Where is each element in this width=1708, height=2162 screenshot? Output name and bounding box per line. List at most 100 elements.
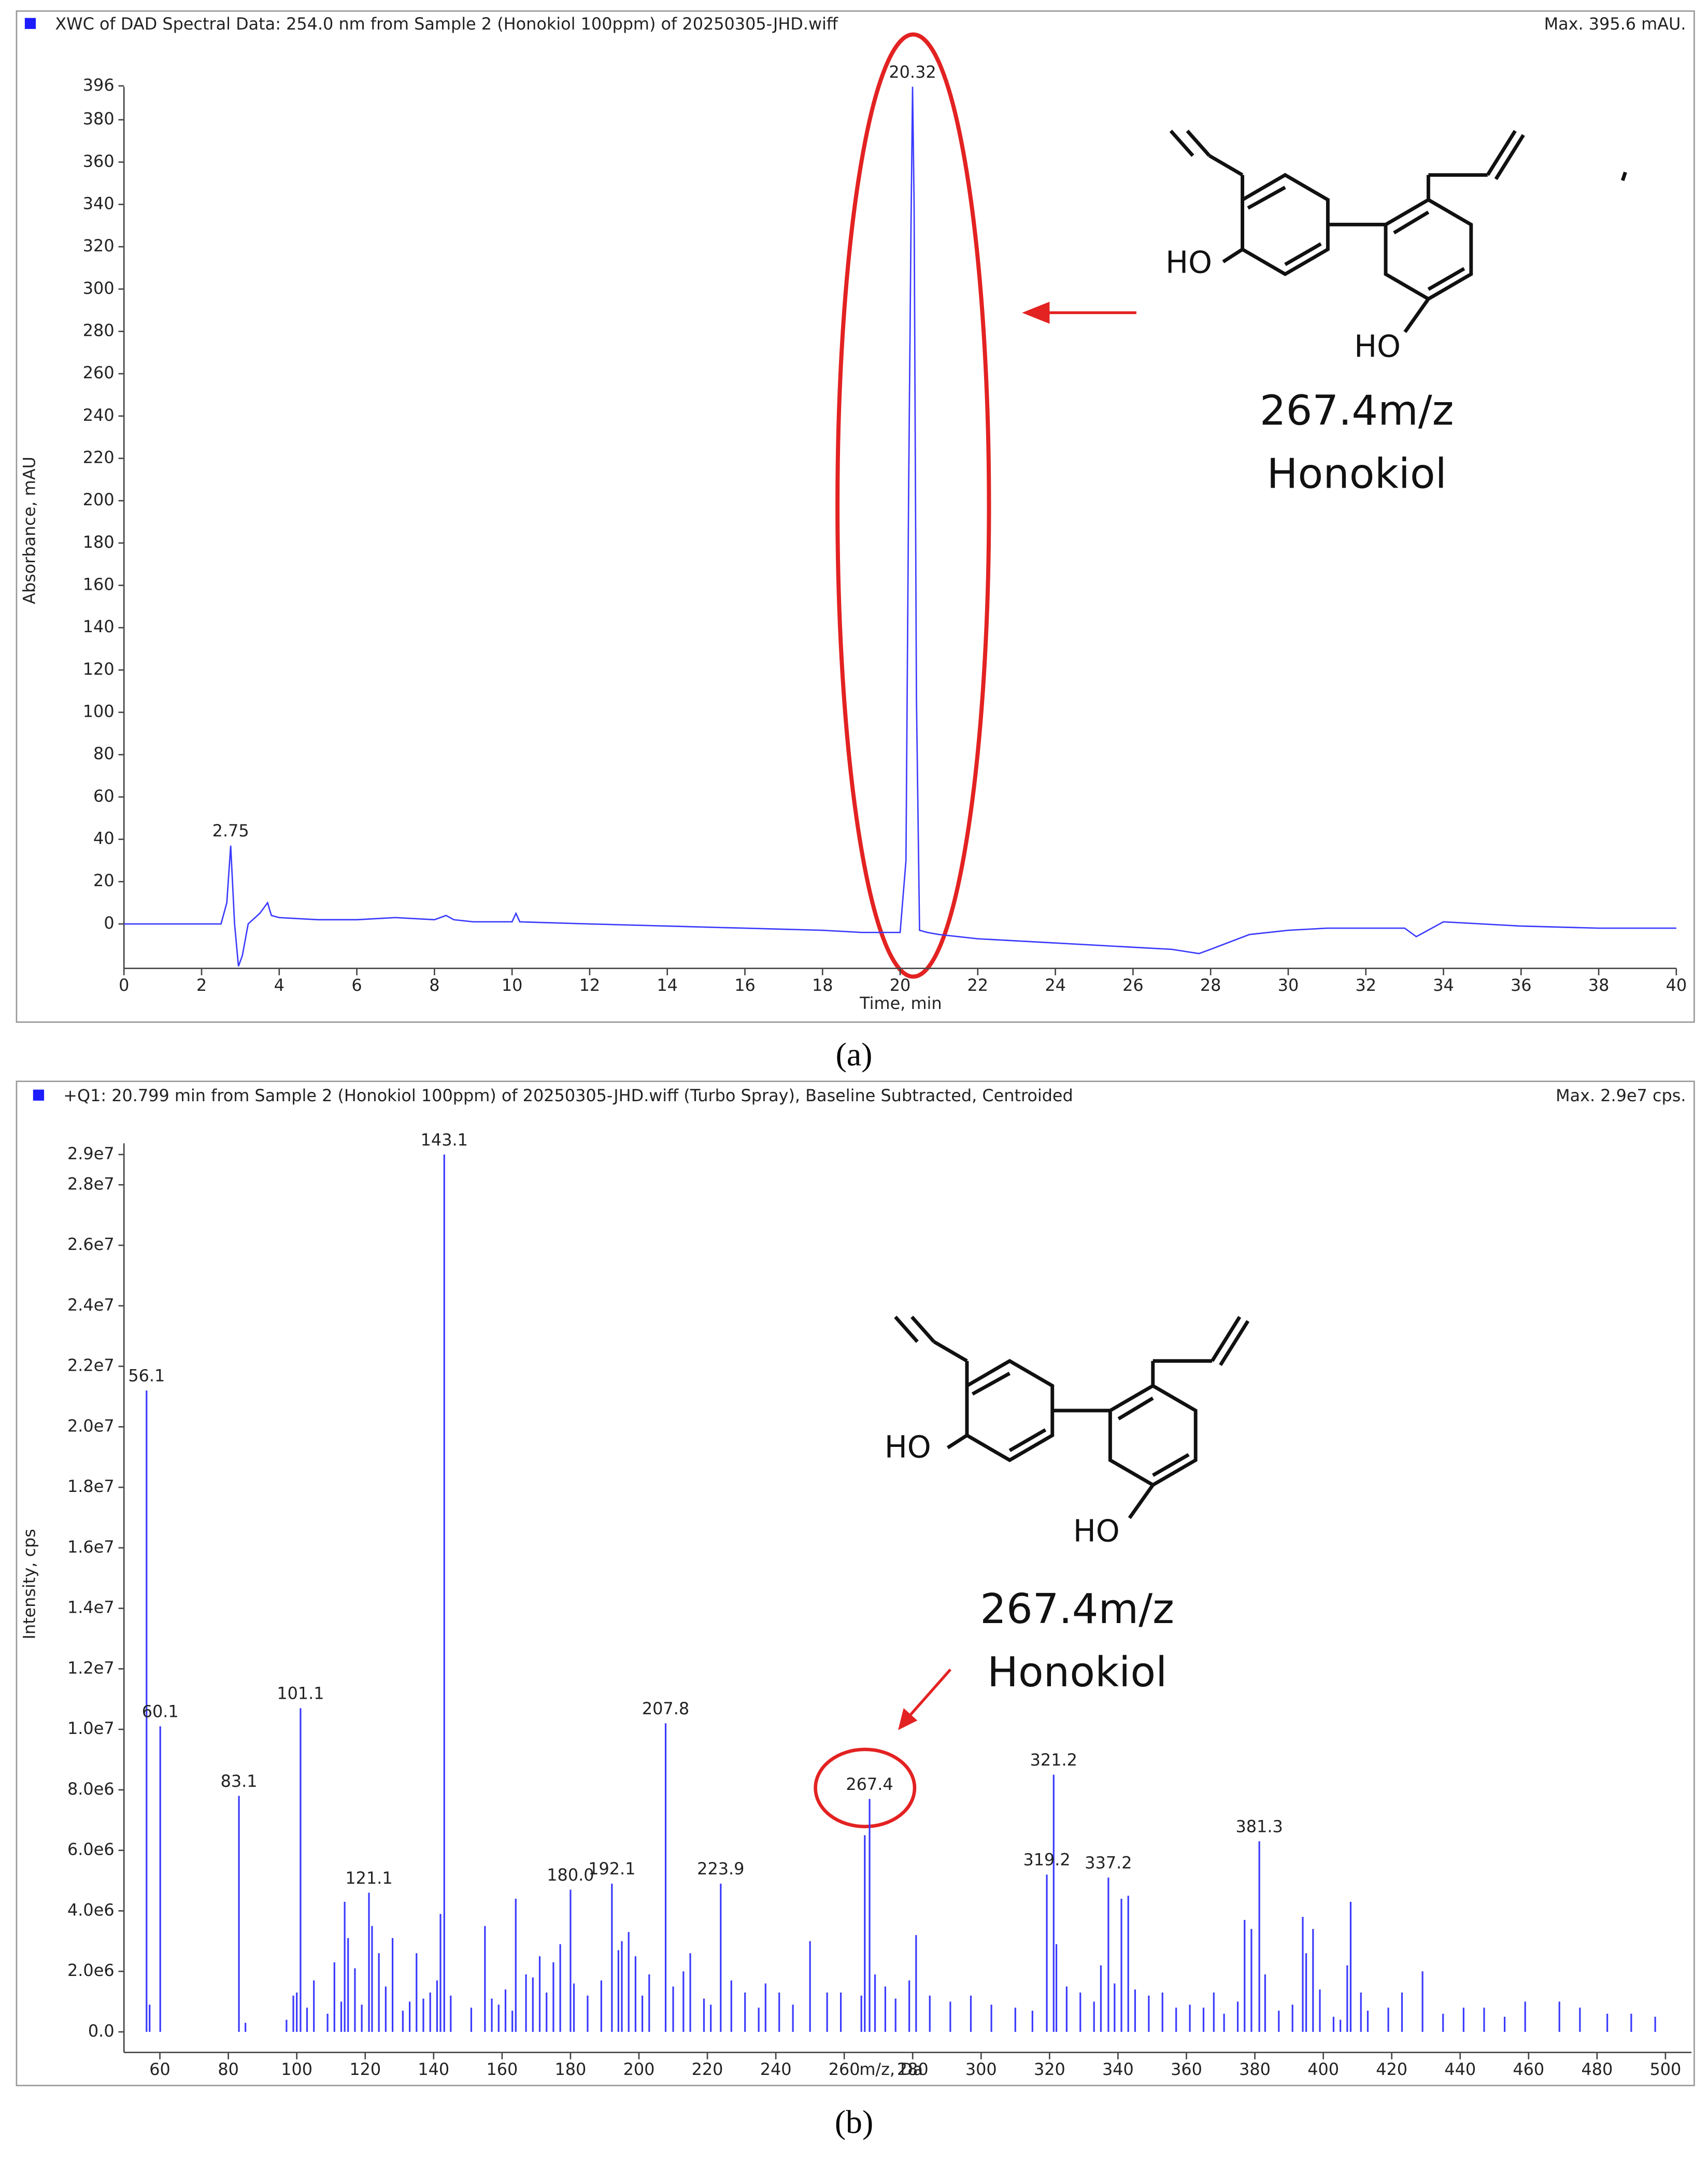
x-tick-label: 460 bbox=[1513, 2059, 1544, 2079]
panel-label: (a) bbox=[836, 1036, 873, 1073]
x-tick-label: 8 bbox=[429, 975, 439, 995]
x-tick-label: 180 bbox=[555, 2059, 587, 2079]
y-tick-label: 200 bbox=[83, 490, 115, 509]
y-axis-label: Intensity, cps bbox=[19, 1529, 39, 1639]
x-tick-label: 340 bbox=[1102, 2059, 1134, 2079]
arrow bbox=[908, 1668, 952, 1717]
y-tick-label: 4.0e6 bbox=[67, 1900, 115, 1919]
chromatogram-line bbox=[124, 87, 1676, 967]
x-tick-label: 60 bbox=[149, 2059, 170, 2079]
max-label: Max. 2.9e7 cps. bbox=[1556, 1086, 1686, 1105]
y-tick-label: 120 bbox=[83, 659, 115, 679]
y-tick-label: 140 bbox=[83, 617, 115, 636]
y-tick-label: 180 bbox=[83, 532, 115, 552]
y-tick-label: 396 bbox=[83, 75, 115, 95]
x-tick-label: 28 bbox=[1200, 975, 1221, 995]
peak-label: 223.9 bbox=[697, 1859, 744, 1879]
y-tick-label: 260 bbox=[83, 363, 115, 382]
highlight-ellipse bbox=[835, 32, 991, 979]
y-tick-label: 20 bbox=[93, 871, 115, 890]
y-tick-label: 6.0e6 bbox=[67, 1840, 115, 1859]
peak-label: 319.2 bbox=[1023, 1850, 1070, 1870]
y-tick-label: 2.2e7 bbox=[67, 1356, 115, 1375]
x-tick-label: 20 bbox=[890, 975, 911, 995]
x-tick-label: 32 bbox=[1355, 975, 1376, 995]
peak-label: 180.0 bbox=[547, 1865, 594, 1885]
x-tick-label: 420 bbox=[1376, 2059, 1407, 2079]
window-icon bbox=[24, 18, 36, 29]
y-tick-label: 2.0e7 bbox=[67, 1416, 115, 1435]
x-axis-label: Time, min bbox=[859, 993, 942, 1013]
x-tick-label: 320 bbox=[1034, 2059, 1065, 2079]
y-tick-label: 2.6e7 bbox=[67, 1234, 115, 1254]
x-tick-label: 40 bbox=[1666, 975, 1687, 995]
y-tick-label: 220 bbox=[83, 448, 115, 467]
x-tick-label: 38 bbox=[1588, 975, 1610, 995]
x-tick-label: 280 bbox=[897, 2059, 929, 2079]
x-tick-label: 300 bbox=[965, 2059, 997, 2079]
y-tick-label: 2.8e7 bbox=[67, 1174, 115, 1193]
x-tick-label: 22 bbox=[967, 975, 989, 995]
x-tick-label: 36 bbox=[1511, 975, 1532, 995]
peak-label: 56.1 bbox=[128, 1366, 165, 1386]
chart-title: +Q1: 20.799 min from Sample 2 (Honokiol … bbox=[63, 1086, 1073, 1105]
y-tick-label: 1.2e7 bbox=[67, 1658, 115, 1677]
y-tick-label: 300 bbox=[83, 278, 115, 298]
y-tick-label: 240 bbox=[83, 405, 115, 425]
y-tick-label: 1.4e7 bbox=[67, 1598, 115, 1617]
y-tick-label: 340 bbox=[83, 193, 115, 213]
y-tick-label: 320 bbox=[83, 236, 115, 255]
compound-mz: 267.4m/z bbox=[980, 1585, 1174, 1633]
arrow-head bbox=[898, 1708, 918, 1730]
x-tick-label: 380 bbox=[1239, 2059, 1271, 2079]
y-tick-label: 60 bbox=[93, 786, 115, 806]
y-tick-label: 80 bbox=[93, 744, 115, 763]
compound-mz: 267.4m/z bbox=[1260, 386, 1454, 434]
x-tick-label: 400 bbox=[1307, 2059, 1339, 2079]
structure-label: HO bbox=[1354, 329, 1401, 364]
compound-name: Honokiol bbox=[987, 1648, 1167, 1696]
x-tick-label: 0 bbox=[119, 975, 129, 995]
y-axis-label: Absorbance, mAU bbox=[19, 457, 39, 604]
max-label: Max. 395.6 mAU. bbox=[1544, 14, 1686, 34]
x-tick-label: 260 bbox=[829, 2059, 860, 2079]
y-tick-label: 1.8e7 bbox=[67, 1476, 115, 1496]
structure-label: HO bbox=[885, 1429, 931, 1464]
y-tick-label: 2.4e7 bbox=[67, 1295, 115, 1315]
x-tick-label: 2 bbox=[196, 975, 207, 995]
peak-label: 143.1 bbox=[421, 1130, 468, 1149]
y-tick-label: 160 bbox=[83, 575, 115, 594]
peak-label: 267.4 bbox=[846, 1774, 893, 1794]
x-tick-label: 440 bbox=[1444, 2059, 1476, 2079]
y-tick-label: 0.0 bbox=[88, 2021, 115, 2041]
peak-label: 101.1 bbox=[277, 1684, 324, 1703]
y-tick-label: 100 bbox=[83, 702, 115, 721]
x-tick-label: 80 bbox=[218, 2059, 239, 2079]
peak-label: 321.2 bbox=[1030, 1750, 1077, 1770]
compound-name: Honokiol bbox=[1267, 450, 1447, 498]
x-tick-label: 500 bbox=[1649, 2059, 1681, 2079]
peak-label: 381.3 bbox=[1235, 1817, 1283, 1837]
peak-label: 83.1 bbox=[221, 1771, 258, 1791]
y-tick-label: 8.0e6 bbox=[67, 1779, 115, 1799]
x-tick-label: 240 bbox=[760, 2059, 792, 2079]
peak-label: 207.8 bbox=[642, 1699, 689, 1718]
x-tick-label: 360 bbox=[1171, 2059, 1202, 2079]
x-tick-label: 26 bbox=[1122, 975, 1144, 995]
x-tick-label: 100 bbox=[281, 2059, 312, 2079]
x-tick-label: 200 bbox=[623, 2059, 655, 2079]
y-tick-label: 2.9e7 bbox=[67, 1144, 115, 1163]
y-tick-label: 280 bbox=[83, 320, 115, 340]
panel-frame bbox=[16, 1080, 1695, 2086]
x-tick-label: 10 bbox=[502, 975, 523, 995]
y-tick-label: 380 bbox=[83, 109, 115, 129]
x-tick-label: 480 bbox=[1581, 2059, 1613, 2079]
panel-label: (b) bbox=[835, 2103, 873, 2140]
y-tick-label: 2.0e6 bbox=[67, 1960, 115, 1980]
y-tick-label: 360 bbox=[83, 151, 115, 171]
highlight-circle bbox=[814, 1747, 917, 1828]
peak-label: 20.32 bbox=[889, 62, 936, 82]
y-tick-label: 1.6e7 bbox=[67, 1537, 115, 1557]
structure-label: HO bbox=[1073, 1514, 1120, 1549]
